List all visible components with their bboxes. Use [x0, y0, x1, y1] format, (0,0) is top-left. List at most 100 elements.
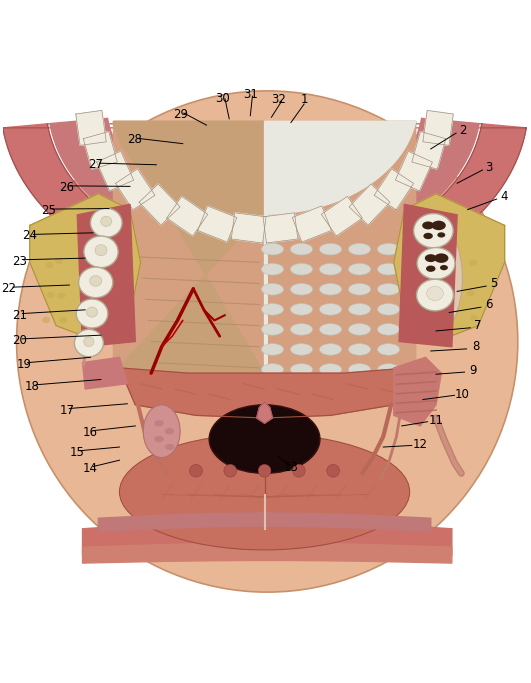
- Ellipse shape: [348, 283, 371, 295]
- Text: 15: 15: [70, 446, 84, 459]
- Text: 13: 13: [284, 460, 298, 473]
- Ellipse shape: [378, 243, 400, 255]
- Ellipse shape: [416, 289, 423, 296]
- Text: 10: 10: [455, 388, 470, 401]
- Ellipse shape: [348, 344, 371, 355]
- Ellipse shape: [119, 434, 409, 550]
- Text: 20: 20: [12, 334, 27, 347]
- Ellipse shape: [81, 263, 89, 270]
- Text: 17: 17: [59, 404, 74, 417]
- Polygon shape: [3, 124, 526, 294]
- Ellipse shape: [414, 214, 453, 248]
- Ellipse shape: [74, 329, 104, 357]
- Ellipse shape: [155, 436, 164, 443]
- Ellipse shape: [447, 290, 455, 296]
- Polygon shape: [263, 213, 298, 243]
- Ellipse shape: [290, 264, 313, 275]
- Circle shape: [224, 464, 237, 477]
- Ellipse shape: [320, 283, 341, 295]
- Ellipse shape: [426, 266, 435, 272]
- Ellipse shape: [290, 324, 313, 335]
- Polygon shape: [256, 402, 272, 423]
- Ellipse shape: [155, 420, 164, 426]
- Ellipse shape: [348, 324, 371, 335]
- Polygon shape: [116, 169, 155, 210]
- Polygon shape: [139, 184, 180, 225]
- Ellipse shape: [165, 444, 174, 450]
- Polygon shape: [396, 151, 432, 191]
- Text: 23: 23: [12, 255, 27, 268]
- Ellipse shape: [407, 256, 415, 262]
- Ellipse shape: [83, 294, 91, 300]
- Polygon shape: [76, 111, 106, 145]
- Ellipse shape: [59, 317, 67, 323]
- Ellipse shape: [440, 265, 448, 270]
- Ellipse shape: [95, 245, 107, 255]
- Ellipse shape: [433, 256, 441, 262]
- Text: 28: 28: [127, 133, 142, 146]
- Ellipse shape: [261, 243, 284, 255]
- Ellipse shape: [101, 217, 112, 226]
- Ellipse shape: [92, 292, 100, 298]
- Ellipse shape: [261, 283, 284, 295]
- Circle shape: [293, 464, 305, 477]
- Ellipse shape: [348, 303, 371, 315]
- Ellipse shape: [290, 363, 313, 375]
- Ellipse shape: [55, 258, 63, 264]
- Ellipse shape: [378, 363, 400, 375]
- Polygon shape: [321, 196, 362, 236]
- Ellipse shape: [42, 317, 50, 323]
- Ellipse shape: [434, 253, 448, 263]
- Text: 19: 19: [17, 358, 32, 371]
- Ellipse shape: [320, 243, 341, 255]
- Ellipse shape: [417, 247, 455, 279]
- Ellipse shape: [425, 319, 433, 325]
- Polygon shape: [399, 204, 457, 347]
- Polygon shape: [82, 521, 452, 555]
- Polygon shape: [50, 118, 479, 260]
- Ellipse shape: [209, 405, 320, 473]
- Ellipse shape: [378, 303, 400, 315]
- Polygon shape: [114, 122, 264, 214]
- Ellipse shape: [348, 243, 371, 255]
- Circle shape: [258, 464, 271, 477]
- Ellipse shape: [378, 324, 400, 335]
- Text: 32: 32: [271, 94, 286, 107]
- Ellipse shape: [470, 315, 478, 321]
- Ellipse shape: [378, 264, 400, 275]
- Text: 26: 26: [59, 181, 74, 194]
- Polygon shape: [98, 513, 431, 531]
- Ellipse shape: [84, 236, 118, 268]
- Text: 29: 29: [173, 108, 187, 121]
- Ellipse shape: [57, 292, 65, 299]
- Ellipse shape: [422, 221, 434, 229]
- Text: 1: 1: [301, 94, 308, 107]
- Polygon shape: [394, 357, 441, 426]
- Ellipse shape: [378, 283, 400, 295]
- Ellipse shape: [47, 292, 55, 298]
- Text: 21: 21: [12, 309, 27, 322]
- Polygon shape: [114, 122, 264, 373]
- Polygon shape: [82, 543, 452, 563]
- Circle shape: [327, 464, 339, 477]
- Polygon shape: [349, 184, 390, 225]
- Ellipse shape: [469, 260, 477, 266]
- Ellipse shape: [320, 344, 341, 355]
- Text: 14: 14: [83, 462, 98, 475]
- Text: 7: 7: [475, 319, 482, 332]
- Polygon shape: [97, 151, 134, 191]
- Text: 3: 3: [485, 161, 492, 174]
- Polygon shape: [83, 132, 117, 169]
- Ellipse shape: [290, 303, 313, 315]
- Ellipse shape: [165, 428, 174, 434]
- Ellipse shape: [434, 292, 442, 298]
- Polygon shape: [198, 206, 237, 242]
- Ellipse shape: [423, 233, 433, 239]
- Ellipse shape: [444, 256, 451, 262]
- Ellipse shape: [93, 258, 101, 264]
- Ellipse shape: [320, 264, 341, 275]
- Text: 27: 27: [88, 158, 103, 171]
- Text: 30: 30: [215, 92, 230, 105]
- Ellipse shape: [290, 344, 313, 355]
- Ellipse shape: [78, 316, 86, 322]
